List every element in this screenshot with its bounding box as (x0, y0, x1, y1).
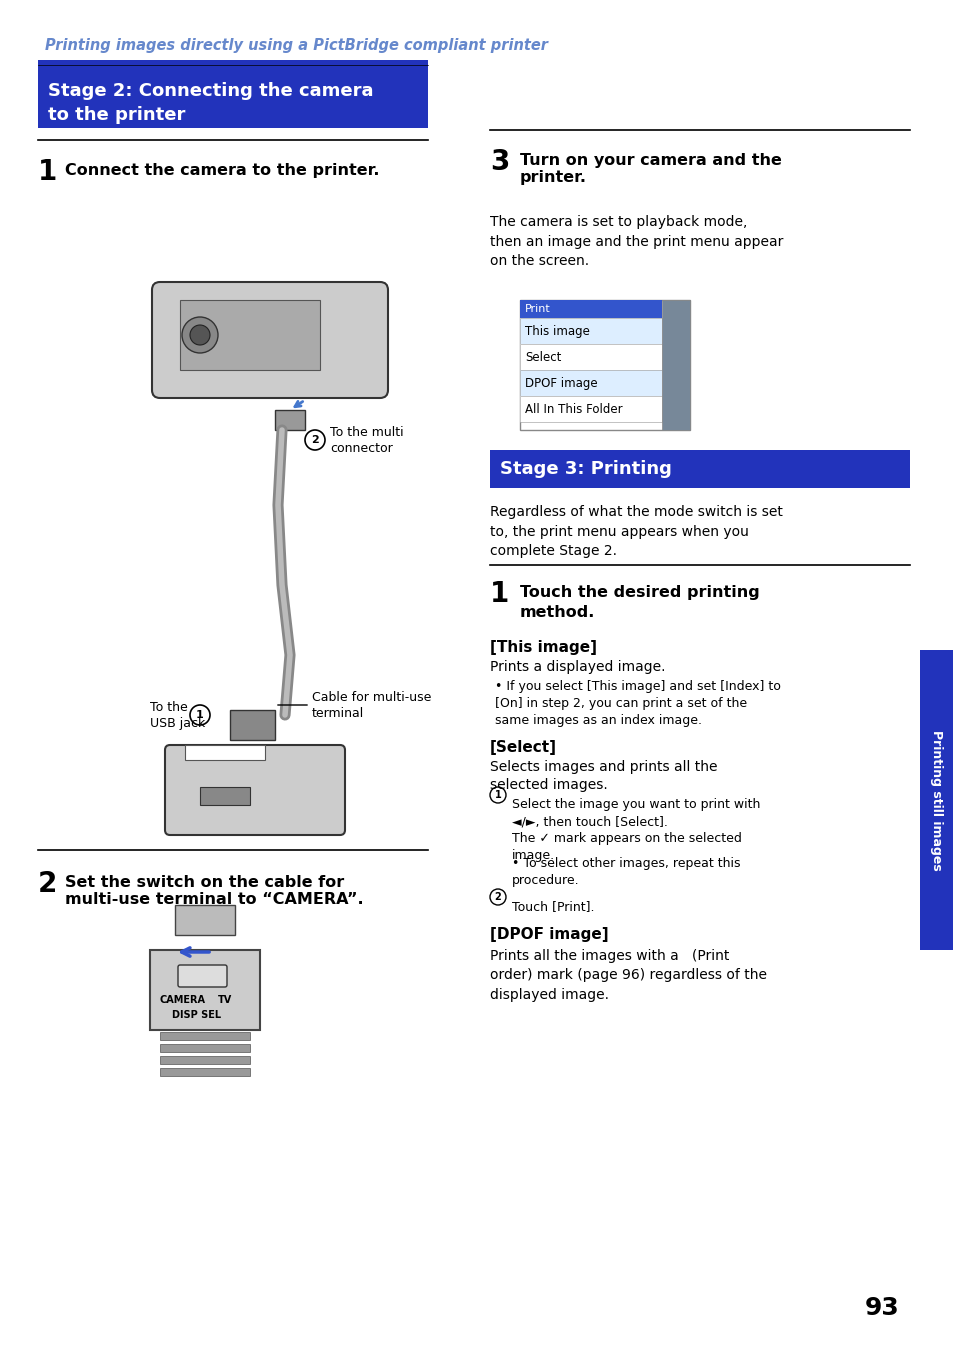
FancyBboxPatch shape (165, 745, 345, 835)
Circle shape (490, 787, 505, 803)
Bar (160, 1056, 250, 1064)
Text: Select: Select (524, 350, 560, 364)
Circle shape (490, 889, 505, 905)
FancyBboxPatch shape (178, 965, 227, 987)
Text: DISP SEL: DISP SEL (172, 1010, 221, 1020)
Text: [This image]: [This image] (490, 641, 597, 655)
Bar (661, 300, 689, 430)
Circle shape (182, 318, 218, 353)
Bar (519, 370, 661, 396)
Bar (519, 318, 661, 345)
Bar (519, 396, 661, 422)
Text: Set the switch on the cable for
multi-use terminal to “CAMERA”.: Set the switch on the cable for multi-us… (65, 875, 363, 908)
Bar (160, 1044, 250, 1052)
Text: 3: 3 (490, 148, 509, 176)
Bar (919, 650, 953, 950)
Text: [Select]: [Select] (490, 740, 557, 754)
Text: Selects images and prints all the
selected images.: Selects images and prints all the select… (490, 760, 717, 792)
FancyBboxPatch shape (38, 60, 428, 128)
Bar (180, 300, 319, 370)
Text: All In This Folder: All In This Folder (524, 403, 622, 415)
Text: CAMERA: CAMERA (160, 995, 206, 1006)
Bar (230, 710, 274, 740)
Circle shape (305, 430, 325, 451)
Text: 1: 1 (490, 579, 509, 608)
Bar (519, 300, 661, 318)
Text: Touch [Print].: Touch [Print]. (512, 900, 594, 913)
Bar (185, 745, 265, 760)
Bar (160, 1068, 250, 1076)
Circle shape (190, 706, 210, 725)
Text: TV: TV (218, 995, 232, 1006)
Text: This image: This image (524, 324, 589, 338)
Bar (519, 345, 661, 370)
Bar (519, 370, 661, 396)
Text: Touch the desired printing
method.: Touch the desired printing method. (519, 585, 759, 620)
Bar (274, 410, 305, 430)
Text: Print: Print (524, 304, 550, 313)
Text: 1: 1 (196, 710, 204, 721)
Text: Prints all the images with a   (Print
order) mark (page 96) regardless of the
di: Prints all the images with a (Print orde… (490, 949, 766, 1001)
Bar (519, 345, 661, 370)
Text: Select the image you want to print with
◄/►, then touch [Select].
The ✓ mark app: Select the image you want to print with … (512, 798, 760, 862)
Text: Connect the camera to the printer.: Connect the camera to the printer. (65, 163, 379, 178)
FancyBboxPatch shape (152, 282, 388, 398)
Text: 2: 2 (311, 436, 318, 445)
Text: Stage 3: Printing: Stage 3: Printing (499, 460, 671, 478)
Text: 1: 1 (494, 790, 501, 801)
Text: 2: 2 (494, 892, 501, 902)
Text: Cable for multi-use
terminal: Cable for multi-use terminal (312, 691, 431, 719)
Text: [DPOF image]: [DPOF image] (490, 927, 608, 942)
Bar (519, 318, 661, 345)
Text: To the multi
connector: To the multi connector (330, 426, 403, 455)
Text: Regardless of what the mode switch is set
to, the print menu appears when you
co: Regardless of what the mode switch is se… (490, 505, 782, 558)
FancyBboxPatch shape (490, 451, 909, 489)
Text: The camera is set to playback mode,
then an image and the print menu appear
on t: The camera is set to playback mode, then… (490, 214, 782, 267)
Text: 1: 1 (38, 157, 57, 186)
Text: Printing images directly using a PictBridge compliant printer: Printing images directly using a PictBri… (45, 38, 547, 53)
Text: • If you select [This image] and set [Index] to
[On] in step 2, you can print a : • If you select [This image] and set [In… (495, 680, 781, 727)
Bar (160, 1033, 250, 1039)
Circle shape (190, 324, 210, 345)
Text: To the
USB jack: To the USB jack (150, 700, 205, 730)
Text: • To select other images, repeat this
procedure.: • To select other images, repeat this pr… (512, 858, 740, 887)
Text: Turn on your camera and the
printer.: Turn on your camera and the printer. (519, 153, 781, 186)
Text: Prints a displayed image.: Prints a displayed image. (490, 660, 665, 674)
Text: DPOF image: DPOF image (524, 376, 597, 389)
Text: 2: 2 (38, 870, 57, 898)
Bar (200, 787, 250, 805)
Bar (174, 905, 234, 935)
Text: Stage 2: Connecting the camera
to the printer: Stage 2: Connecting the camera to the pr… (48, 83, 374, 123)
Text: 93: 93 (864, 1296, 899, 1320)
Bar (519, 300, 689, 430)
Bar (150, 950, 260, 1030)
Bar (519, 396, 661, 422)
Text: Printing still images: Printing still images (929, 730, 943, 870)
